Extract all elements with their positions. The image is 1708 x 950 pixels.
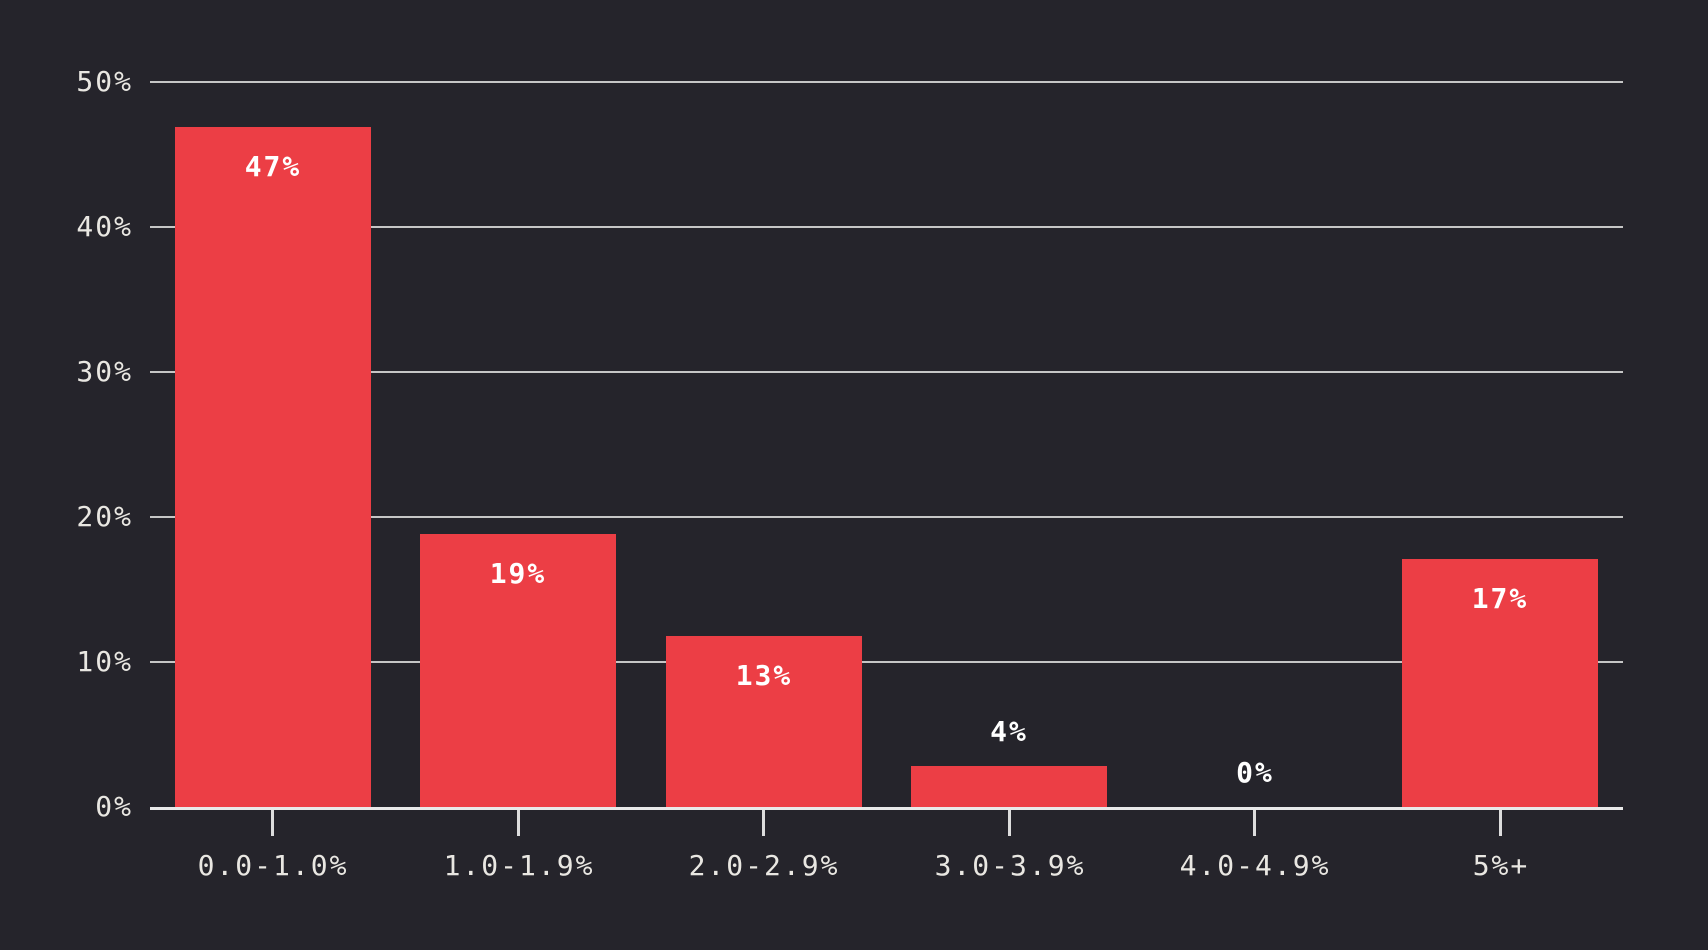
gridline (150, 661, 1623, 663)
x-axis-tick (271, 810, 274, 836)
gridline (150, 371, 1623, 373)
bar-value-label: 0% (1236, 756, 1274, 789)
y-axis-tick-label: 10% (76, 645, 133, 678)
bar-value-label: 47% (244, 150, 302, 183)
bar-value-label: 19% (489, 557, 547, 590)
bar (666, 636, 862, 807)
x-axis-category-label: 5%+ (1472, 849, 1530, 882)
gridline (150, 81, 1623, 83)
x-axis-tick (517, 810, 520, 836)
x-axis-tick (1499, 810, 1502, 836)
x-axis-category-label: 2.0-2.9% (688, 849, 840, 882)
y-axis-tick-label: 30% (76, 355, 133, 388)
bar (175, 127, 371, 807)
gridline (150, 516, 1623, 518)
x-axis-tick (1008, 810, 1011, 836)
x-axis-category-label: 4.0-4.9% (1179, 849, 1331, 882)
bar (911, 766, 1107, 807)
x-axis-category-label: 0.0-1.0% (197, 849, 349, 882)
x-axis-tick (1253, 810, 1256, 836)
y-axis-tick-label: 50% (76, 65, 133, 98)
y-axis-tick-label: 20% (76, 500, 133, 533)
bar-value-label: 17% (1471, 582, 1529, 615)
x-axis-line (150, 807, 1623, 810)
y-axis-tick-label: 0% (95, 790, 133, 823)
x-axis-category-label: 3.0-3.9% (934, 849, 1086, 882)
bar-value-label: 4% (990, 715, 1028, 748)
bar (1402, 559, 1598, 807)
bar-value-label: 13% (735, 659, 793, 692)
x-axis-tick (762, 810, 765, 836)
bar (420, 534, 616, 807)
x-axis-category-label: 1.0-1.9% (443, 849, 595, 882)
gridline (150, 226, 1623, 228)
y-axis-tick-label: 40% (76, 210, 133, 243)
